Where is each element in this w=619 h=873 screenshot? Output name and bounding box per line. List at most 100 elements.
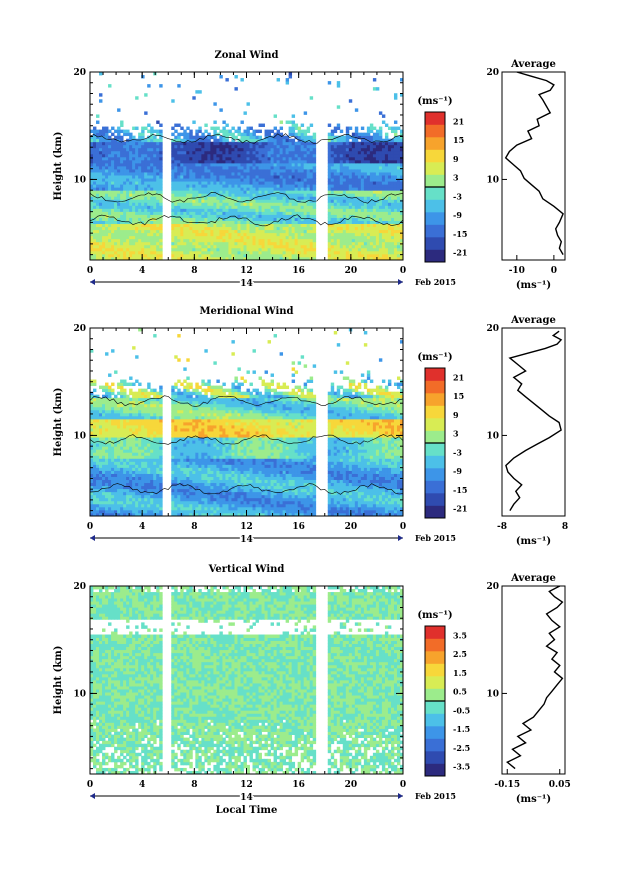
heatmap-cell xyxy=(240,159,244,164)
heatmap-cell xyxy=(117,467,121,471)
heatmap-cell xyxy=(102,455,106,459)
heatmap-cell xyxy=(222,211,226,215)
heatmap-cell xyxy=(207,172,211,176)
heatmap-cell xyxy=(393,220,398,225)
heatmap-cell xyxy=(156,250,160,255)
heatmap-cell xyxy=(198,184,202,188)
heatmap-cell xyxy=(114,214,118,218)
heatmap-cell xyxy=(243,144,247,149)
heatmap-cell xyxy=(279,162,284,167)
heatmap-cell xyxy=(267,250,271,255)
heatmap-cell xyxy=(96,425,100,429)
heatmap-cell xyxy=(366,199,371,203)
heatmap-cell xyxy=(210,187,214,191)
heatmap-cell xyxy=(240,169,244,173)
heatmap-cell xyxy=(270,147,274,152)
heatmap-cell xyxy=(219,211,223,215)
heatmap-cell xyxy=(93,247,97,252)
heatmap-cell xyxy=(135,226,139,231)
heatmap-cell xyxy=(126,217,130,221)
heatmap-cell xyxy=(225,244,229,249)
heatmap-cell xyxy=(129,241,133,246)
heatmap-cell xyxy=(255,226,259,231)
heatmap-cell xyxy=(231,226,235,231)
heatmap-cell xyxy=(273,226,277,231)
heatmap-cell xyxy=(111,144,115,149)
heatmap-cell xyxy=(228,250,232,255)
heatmap-cell xyxy=(354,235,359,240)
heatmap-cell xyxy=(240,235,244,240)
heatmap-cell xyxy=(399,156,404,161)
heatmap-cell xyxy=(180,253,184,258)
heatmap-cell xyxy=(90,223,94,228)
heatmap-cell xyxy=(183,235,187,240)
heatmap-cell xyxy=(108,509,112,514)
heatmap-cell xyxy=(279,132,284,137)
heatmap-cell xyxy=(243,256,247,261)
heatmap-cell xyxy=(108,193,112,197)
heatmap-cell xyxy=(384,253,389,258)
heatmap-cell xyxy=(117,184,121,188)
heatmap-cell xyxy=(351,190,356,194)
heatmap-cell xyxy=(111,244,115,249)
heatmap-cell xyxy=(177,220,181,225)
heatmap-cell xyxy=(120,226,124,231)
heatmap-cell xyxy=(369,190,374,194)
heatmap-cell xyxy=(123,202,127,206)
heatmap-cell xyxy=(276,217,281,221)
heatmap-cell xyxy=(384,214,389,218)
heatmap-cell xyxy=(120,175,124,179)
month-label: Feb 2015 xyxy=(415,277,456,287)
heatmap-cell xyxy=(192,175,196,179)
heatmap-cell xyxy=(105,135,109,140)
heatmap-cell xyxy=(309,238,314,243)
heatmap-cell xyxy=(111,470,115,474)
heatmap-cell xyxy=(120,123,124,127)
heatmap-cell xyxy=(231,144,235,149)
heatmap-cell xyxy=(114,434,118,438)
heatmap-cell xyxy=(258,153,262,158)
heatmap-cell xyxy=(108,178,112,182)
heatmap-cell xyxy=(390,190,395,194)
heatmap-cell xyxy=(138,190,142,194)
heatmap-cell xyxy=(96,229,100,234)
heatmap-cell xyxy=(126,449,130,453)
heatmap-cell xyxy=(153,178,157,182)
heatmap-cell xyxy=(99,470,103,474)
heatmap-cell xyxy=(126,184,130,188)
heatmap-cell xyxy=(363,253,368,258)
heatmap-cell xyxy=(369,235,374,240)
heatmap-cell xyxy=(153,159,157,164)
heatmap-cell xyxy=(360,196,365,200)
heatmap-cell xyxy=(237,147,241,152)
heatmap-cell xyxy=(252,247,256,252)
heatmap-cell xyxy=(129,153,133,158)
heatmap-cell xyxy=(366,150,371,155)
heatmap-cell xyxy=(93,223,97,228)
heatmap-cell xyxy=(144,253,148,258)
heatmap-cell xyxy=(228,220,232,225)
heatmap-cell xyxy=(129,500,133,505)
heatmap-cell xyxy=(372,256,377,261)
heatmap-cell xyxy=(276,208,281,212)
heatmap-cell xyxy=(147,250,151,255)
heatmap-cell xyxy=(99,184,103,188)
heatmap-cell xyxy=(156,193,160,197)
heatmap-cell xyxy=(105,446,109,450)
heatmap-cell xyxy=(237,193,241,197)
heatmap-cell xyxy=(267,199,271,203)
heatmap-cell xyxy=(117,455,121,459)
heatmap-cell xyxy=(354,141,359,146)
heatmap-cell xyxy=(102,512,106,517)
heatmap-cell xyxy=(297,141,302,146)
heatmap-cell xyxy=(228,184,232,188)
heatmap-cell xyxy=(267,184,271,188)
heatmap-cell xyxy=(231,223,235,228)
heatmap-cell xyxy=(180,247,184,252)
heatmap-cell xyxy=(174,129,178,134)
heatmap-cell xyxy=(129,391,133,396)
x-tick-label: 0 xyxy=(87,266,93,276)
heatmap-cell xyxy=(93,467,97,471)
heatmap-cell xyxy=(132,202,136,206)
heatmap-cell xyxy=(138,153,142,158)
